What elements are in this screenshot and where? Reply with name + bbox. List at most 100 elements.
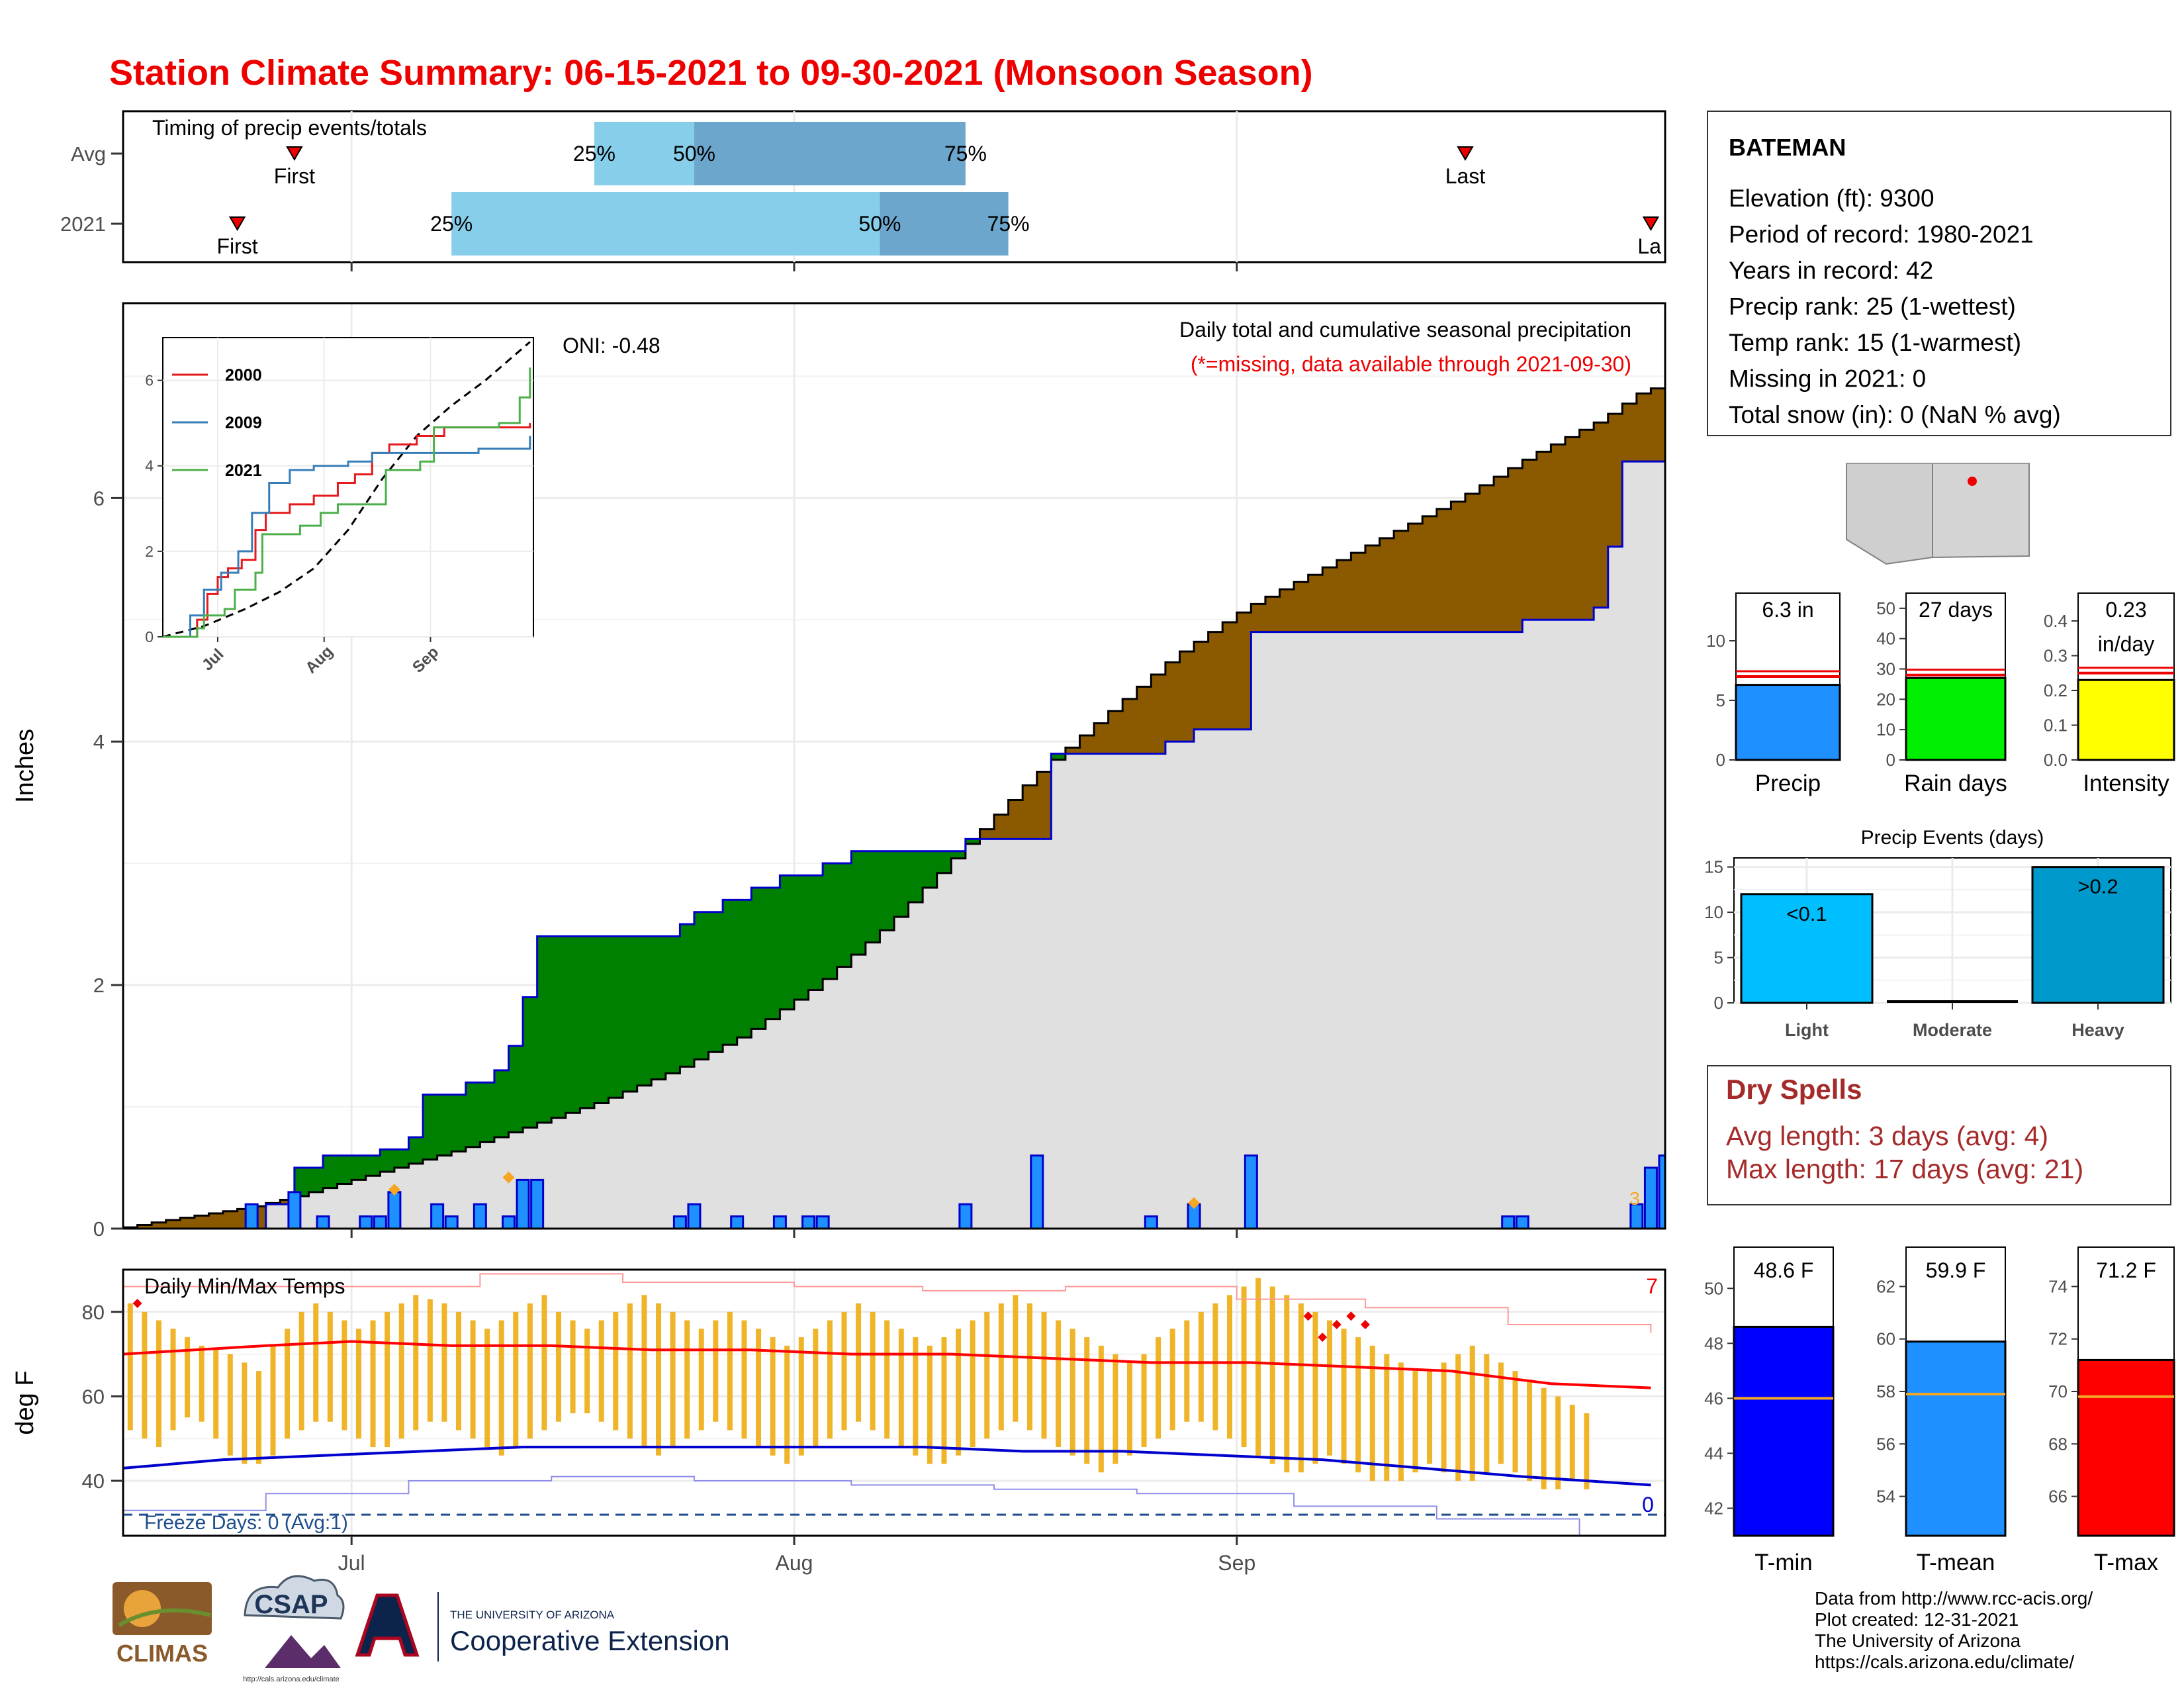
daily-temp-bar [1241, 1286, 1247, 1447]
record-marker [132, 1299, 142, 1309]
precip-marker [1188, 1197, 1201, 1209]
precip-marker [502, 1171, 515, 1184]
tstat-ytick-label: 58 [1876, 1382, 1895, 1401]
inset-ytick-label: 4 [145, 457, 154, 475]
daily-temp-bar [956, 1329, 962, 1456]
tstat-label: T-max [2094, 1550, 2159, 1575]
daily-temp-bar [1498, 1362, 1504, 1464]
tstat-ytick-label: 48 [1704, 1333, 1723, 1353]
daily-precip-bar [359, 1215, 373, 1230]
pstat-ytick-label: 10 [1876, 720, 1895, 739]
daily-precip-bar [1030, 1154, 1044, 1230]
daily-temp-bar [1126, 1362, 1132, 1456]
tstat-bar-T-max [2077, 1358, 2175, 1537]
daily-temp-bar [1427, 1371, 1433, 1464]
daily-temp-bar [470, 1320, 476, 1439]
daily-temp-bar [298, 1311, 304, 1430]
precip-count-label: 3 [1629, 1188, 1640, 1209]
ua-logo-icon [355, 1593, 420, 1657]
x-tick-label: Sep [1218, 1551, 1255, 1575]
daily-precip-bar [687, 1203, 702, 1230]
daily-precip-bar [244, 1203, 259, 1230]
events-ytick-label: 0 [1714, 993, 1723, 1013]
tstat-ytick-label: 72 [2048, 1329, 2068, 1349]
timing-pct50: 50% [673, 142, 715, 165]
timing-bar-25-50 [594, 122, 694, 185]
daily-temp-bar [813, 1329, 819, 1447]
daily-temp-bar [1184, 1320, 1190, 1422]
pstat-label: Precip [1755, 771, 1821, 796]
daily-precip-bar [1643, 1166, 1658, 1230]
precip-events-panel: Precip Events (days) 0 5 10 15 <0.1 Light Moder… [1704, 827, 2171, 1040]
ua-big-text: Cooperative Extension [450, 1625, 730, 1656]
daily-precip-bar [430, 1203, 445, 1230]
inset-series-2009 [163, 436, 531, 638]
tstat-ytick-label: 42 [1704, 1498, 1723, 1518]
tstat-ytick-label: 56 [1876, 1434, 1895, 1454]
climas-swoosh-icon [118, 1608, 211, 1627]
x-tick-label: Jul [338, 1551, 365, 1575]
daily-temp-bar [727, 1311, 733, 1430]
daily-temp-bar [1398, 1362, 1404, 1481]
timing-label: Timing of precip events/totals [152, 116, 427, 140]
pstat-ytick-label: 0 [1716, 750, 1725, 770]
daily-temp-bar [484, 1329, 490, 1447]
record-min-line [123, 1476, 1651, 1536]
timing-pct75: 75% [944, 142, 987, 165]
daily-precip-bar [815, 1215, 830, 1230]
tstat-bar-T-mean [1905, 1340, 2007, 1537]
daily-precip-bar [444, 1215, 459, 1230]
inset-series-2000 [163, 423, 531, 638]
first-label: First [216, 234, 257, 258]
daily-temp-bar [441, 1303, 447, 1422]
station-line: Precip rank: 25 (1-wettest) [1729, 293, 2016, 320]
pstat-label: Rain days [1904, 771, 2007, 796]
daily-temp-bar [413, 1295, 419, 1430]
station-frame [1707, 111, 2171, 436]
daily-precip-bar [316, 1215, 330, 1230]
daily-temp-bar [756, 1329, 762, 1447]
precip-annotation-title: Daily total and cumulative seasonal prec… [1179, 318, 1631, 342]
pstat-ytick-label: 0.3 [2044, 646, 2068, 666]
daily-temp-bar [627, 1303, 633, 1439]
csap-cloud-icon [244, 1575, 345, 1620]
pstat-value-label: in/day [2098, 632, 2154, 656]
pstat-label: Intensity [2083, 771, 2169, 796]
inset-legend-label: 2021 [225, 461, 262, 480]
daily-temp-bar [941, 1337, 947, 1464]
daily-temp-bar [1255, 1278, 1261, 1456]
tstat-bar-T-min [1733, 1325, 1835, 1537]
daily-temp-bar [227, 1354, 233, 1456]
inset-frame [162, 337, 534, 637]
daily-temp-bar [713, 1320, 719, 1422]
tstat-ytick-label: 62 [1876, 1276, 1895, 1296]
daily-precip-bar [772, 1215, 787, 1230]
timing-panel: Timing of precip events/totals Avg 25% 50% 7… [60, 110, 1666, 271]
daily-temp-bar [913, 1337, 919, 1456]
tstat-ytick-label: 60 [1876, 1329, 1895, 1349]
first-marker [228, 216, 246, 231]
freeze-days-label: Freeze Days: 0 (Avg:1) [144, 1512, 348, 1534]
last-marker [1642, 216, 1660, 231]
credit-line: The University of Arizona [1815, 1630, 2021, 1651]
station-location-dot [1968, 477, 1977, 486]
csap-logo-url: http://cals.arizona.edu/climate [243, 1675, 340, 1683]
daily-temp-bar [598, 1320, 604, 1422]
daily-temp-bar [185, 1337, 191, 1418]
inset-ytick-label: 2 [145, 543, 154, 560]
tstat-value-label: 59.9 F [1926, 1258, 1986, 1282]
inset-ytick-label: 0 [145, 628, 154, 645]
tstat-value-label: 71.2 F [2096, 1258, 2156, 1282]
precip-ytick-label: 2 [93, 974, 105, 997]
temp-ylabel: deg F [11, 1370, 39, 1434]
pstat-value-label: 6.3 in [1762, 598, 1813, 622]
daily-precip-bar [1501, 1215, 1516, 1230]
daily-temp-bar [398, 1303, 404, 1439]
overlap-area [123, 461, 1665, 1229]
daily-temp-bar [427, 1299, 433, 1422]
temp-panel: 40 60 80 Jul Aug Sep deg F Daily Min/Max Temps F… [11, 1268, 1666, 1575]
temp-ytick-label: 40 [82, 1470, 105, 1493]
daily-temp-bar [927, 1345, 933, 1464]
daily-temp-bar [856, 1303, 862, 1422]
